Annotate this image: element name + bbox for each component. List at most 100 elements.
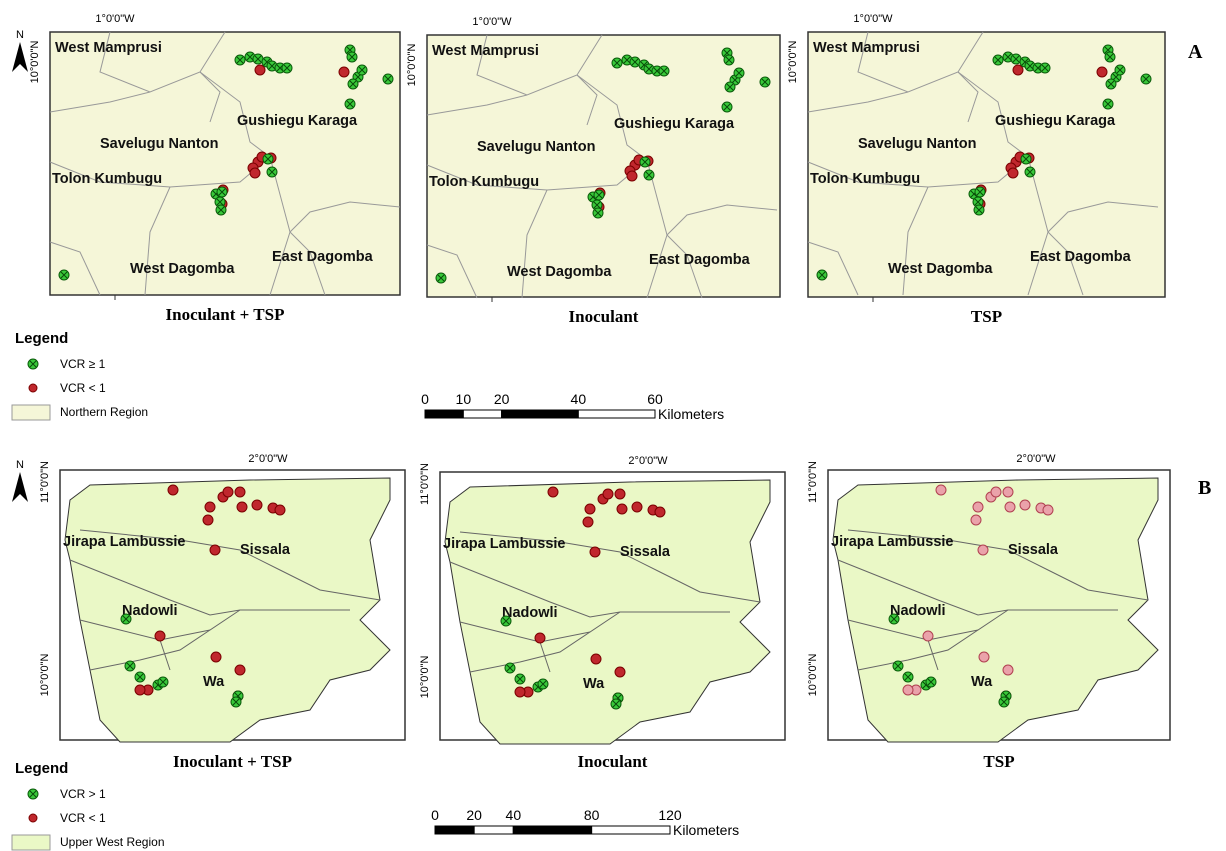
dot-cross	[126, 662, 134, 670]
dot-cross	[236, 56, 244, 64]
district-border	[289, 231, 326, 296]
dot-red	[338, 66, 350, 78]
dot-cross	[159, 678, 167, 686]
district-border	[49, 91, 151, 113]
district-label: Savelugu Nanton	[100, 136, 218, 152]
map-title: Inoculant + TSP	[173, 752, 292, 771]
district-border	[847, 529, 1149, 601]
district-border	[539, 641, 551, 673]
latitude-label: 10°0'0"N	[29, 41, 41, 84]
latitude-label: 10°0'0"N	[406, 44, 418, 87]
dot-cross	[994, 56, 1002, 64]
district-label: Sissala	[240, 542, 291, 558]
dot-red	[209, 544, 221, 556]
dot-cross	[384, 75, 392, 83]
dot-cross	[623, 56, 631, 64]
dot-red	[584, 503, 596, 515]
legend-item: VCR ≥ 1	[60, 357, 106, 371]
dot-cross	[136, 673, 144, 681]
dot-red	[582, 516, 594, 528]
district-label: Nadowli	[122, 603, 178, 619]
district-border	[807, 241, 859, 296]
map: 1°0'0"W 10°0'0"N West Mamprusi Gushiegu Kar…	[29, 13, 401, 324]
scale-tick-label: 20	[466, 807, 482, 823]
district-border	[449, 561, 730, 618]
scale-tick-label: 20	[494, 391, 510, 407]
dot-cross	[60, 271, 68, 279]
legend-item: VCR < 1	[60, 811, 106, 825]
scale-tick-label: 0	[421, 391, 429, 407]
dot-cross	[645, 171, 653, 179]
dot-cross	[593, 201, 601, 209]
scale-tick-label: 0	[431, 807, 439, 823]
panel-label: A	[1188, 41, 1203, 63]
scale-segment	[434, 825, 475, 835]
dot-cross	[976, 188, 984, 196]
dot-red	[602, 488, 614, 500]
district-border	[857, 629, 979, 671]
dot-cross	[904, 673, 912, 681]
dot-cross	[516, 675, 524, 683]
legend-item: VCR < 1	[60, 381, 106, 395]
dot-red	[654, 506, 666, 518]
dot-cross	[613, 59, 621, 67]
dot-red	[1002, 664, 1014, 676]
map-title: Inoculant	[569, 307, 639, 326]
dot-cross	[1041, 64, 1049, 72]
dot-cross	[1012, 55, 1020, 63]
legend-item: VCR > 1	[60, 787, 106, 801]
dot-cross	[349, 80, 357, 88]
dot-red	[616, 503, 628, 515]
dot-cross	[246, 53, 254, 61]
dot-cross	[1107, 80, 1115, 88]
map-title: Inoculant + TSP	[166, 305, 285, 324]
district-border	[576, 74, 648, 161]
dot-red	[626, 170, 638, 182]
dot-red	[534, 632, 546, 644]
dot-cross	[927, 678, 935, 686]
dot-cross	[346, 100, 354, 108]
dot-cross	[1004, 53, 1012, 61]
dot-cross	[217, 206, 225, 214]
district-label: Sissala	[1008, 542, 1059, 558]
district-border	[666, 234, 703, 299]
district-label: Gushiegu Karaga	[995, 113, 1116, 129]
district-label: Wa	[583, 676, 605, 692]
district-border	[837, 559, 1118, 616]
dot-red	[978, 651, 990, 663]
dot-cross	[122, 615, 130, 623]
latitude-label: 10°0'0"N	[39, 654, 51, 697]
dot-red	[234, 486, 246, 498]
map-title: TSP	[983, 752, 1014, 771]
dot-cross	[348, 53, 356, 61]
dot-cross	[502, 617, 510, 625]
district-border	[159, 639, 171, 671]
dot-red	[204, 501, 216, 513]
scale-tick-label: 60	[647, 391, 663, 407]
dot-cross	[268, 62, 276, 70]
dot-cross	[218, 188, 226, 196]
dot-cross	[506, 664, 514, 672]
dot-cross	[1026, 168, 1034, 176]
scale-segment	[462, 409, 503, 419]
dot-red	[1042, 504, 1054, 516]
scale-unit: Kilometers	[673, 822, 739, 838]
legend-title: Legend	[15, 760, 68, 777]
dot-cross	[1026, 62, 1034, 70]
dot-red	[154, 630, 166, 642]
region-shape	[444, 479, 771, 745]
legend-swatch	[11, 404, 51, 421]
north-arrow	[12, 42, 28, 72]
dot-red	[28, 813, 38, 823]
dot-cross	[1106, 53, 1114, 61]
dot-red	[236, 501, 248, 513]
district-border	[199, 71, 271, 158]
scale-segment	[501, 409, 579, 419]
dot-red	[254, 64, 266, 76]
longitude-label: 1°0'0"W	[853, 13, 893, 25]
scale-tick-label: 120	[658, 807, 682, 823]
district-border	[521, 189, 548, 299]
district-border	[957, 71, 1029, 158]
map-title: TSP	[971, 307, 1002, 326]
district-label: Wa	[971, 674, 993, 690]
